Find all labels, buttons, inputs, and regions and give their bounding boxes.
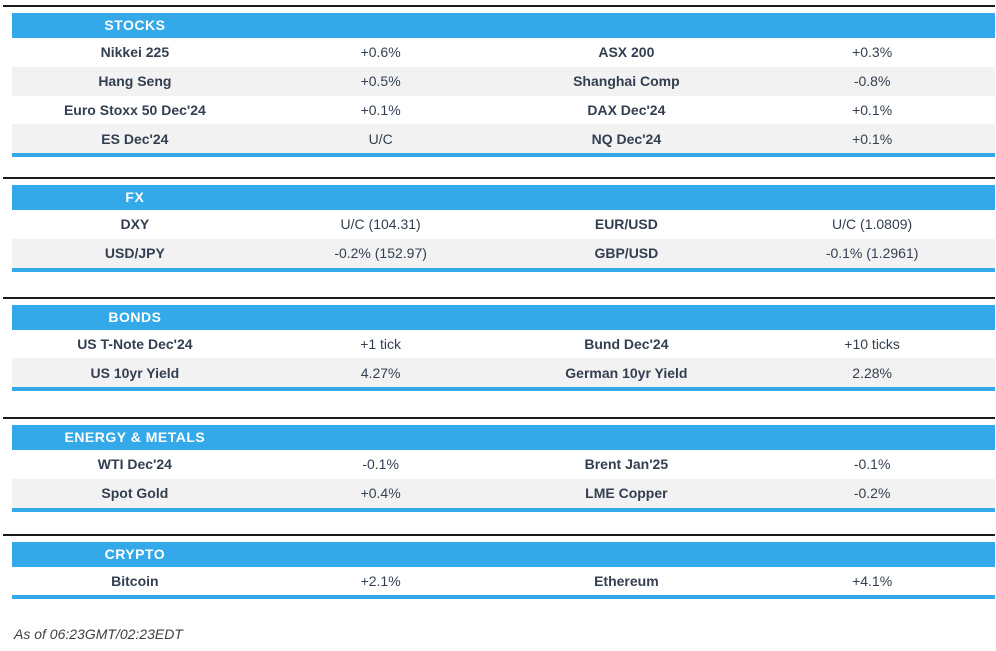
instrument-1: Nikkei 225 (100, 44, 170, 61)
table-row: DXY U/C (104.31) EUR/USD U/C (1.0809) (12, 210, 995, 239)
market-section: STOCKS Nikkei 225 +0.6% ASX 200 +0.3% Ha… (0, 5, 996, 157)
section-title: STOCKS (104, 17, 166, 33)
change-1: -0.1% (362, 456, 399, 473)
section-rows: US T-Note Dec'24 +1 tick Bund Dec'24 +10… (12, 330, 995, 387)
change-1: +0.4% (360, 485, 401, 502)
change-2: -0.1% (1.2961) (825, 245, 919, 262)
change-1: U/C (104.31) (340, 216, 421, 233)
instrument-2: German 10yr Yield (565, 364, 688, 381)
change-2: +4.1% (852, 572, 893, 589)
market-section: CRYPTO Bitcoin +2.1% Ethereum +4.1% (0, 533, 996, 600)
change-2: +0.1% (852, 101, 893, 118)
table-row: USD/JPY -0.2% (152.97) GBP/USD -0.1% (1.… (12, 238, 995, 268)
change-1: +0.1% (360, 101, 401, 118)
change-1: -0.2% (152.97) (334, 245, 427, 262)
instrument-1: Euro Stoxx 50 Dec'24 (63, 101, 206, 118)
table-row: Spot Gold +0.4% LME Copper -0.2% (12, 478, 995, 508)
instrument-1: US 10yr Yield (90, 364, 180, 381)
change-2: -0.2% (853, 485, 891, 502)
section-top-rule (3, 533, 995, 536)
section-rows: Bitcoin +2.1% Ethereum +4.1% (12, 567, 995, 596)
instrument-1: Hang Seng (98, 73, 172, 90)
instrument-2: LME Copper (585, 485, 668, 502)
table-row: Hang Seng +0.5% Shanghai Comp -0.8% (12, 66, 995, 96)
table-row: Euro Stoxx 50 Dec'24 +0.1% DAX Dec'24 +0… (12, 96, 995, 125)
section-top-rule (3, 417, 995, 419)
instrument-1: WTI Dec'24 (97, 456, 172, 473)
instrument-2: DAX Dec'24 (587, 101, 666, 118)
section-header-bar: ENERGY & METALS (12, 425, 995, 450)
change-2: U/C (1.0809) (832, 216, 913, 233)
section-title: BONDS (108, 308, 162, 325)
change-1: +1 tick (360, 335, 402, 352)
section-title: FX (125, 189, 145, 205)
section-top-rule (3, 296, 995, 299)
market-section: FX DXY U/C (104.31) EUR/USD U/C (1.0809)… (0, 177, 996, 272)
change-2: -0.8% (853, 73, 891, 90)
table-row: Bitcoin +2.1% Ethereum +4.1% (12, 567, 995, 596)
change-1: U/C (368, 130, 393, 147)
instrument-1: US T-Note Dec'24 (77, 335, 193, 352)
instrument-2: Ethereum (594, 572, 659, 589)
market-wrap-table: STOCKS Nikkei 225 +0.6% ASX 200 +0.3% Ha… (0, 5, 996, 600)
change-2: +0.3% (852, 44, 893, 61)
section-bottom-rule (12, 267, 995, 272)
section-title: CRYPTO (104, 545, 166, 562)
timestamp: As of 06:23GMT/02:23EDT (14, 626, 183, 643)
table-row: WTI Dec'24 -0.1% Brent Jan'25 -0.1% (12, 450, 995, 479)
table-row: ES Dec'24 U/C NQ Dec'24 +0.1% (12, 124, 995, 153)
instrument-1: Bitcoin (111, 572, 159, 589)
section-rows: DXY U/C (104.31) EUR/USD U/C (1.0809) US… (12, 210, 995, 268)
section-header-bar: BONDS (12, 304, 995, 330)
instrument-2: NQ Dec'24 (591, 130, 662, 147)
change-2: -0.1% (853, 456, 891, 473)
section-header-bar: STOCKS (12, 13, 995, 38)
market-section: BONDS US T-Note Dec'24 +1 tick Bund Dec'… (0, 296, 996, 391)
instrument-2: Brent Jan'25 (584, 456, 669, 473)
change-2: +0.1% (852, 130, 893, 147)
instrument-2: GBP/USD (594, 245, 659, 262)
instrument-1: USD/JPY (104, 245, 165, 262)
section-top-rule (3, 5, 995, 7)
change-1: 4.27% (360, 364, 401, 381)
table-row: US 10yr Yield 4.27% German 10yr Yield 2.… (12, 358, 995, 387)
change-2: 2.28% (852, 364, 892, 381)
section-title: ENERGY & METALS (64, 429, 206, 445)
section-rows: WTI Dec'24 -0.1% Brent Jan'25 -0.1% Spot… (12, 450, 995, 508)
instrument-2: ASX 200 (598, 44, 655, 61)
market-section: ENERGY & METALS WTI Dec'24 -0.1% Brent J… (0, 417, 996, 512)
section-top-rule (3, 177, 995, 179)
table-row: US T-Note Dec'24 +1 tick Bund Dec'24 +10… (12, 330, 995, 359)
section-header-bar: CRYPTO (12, 541, 995, 567)
change-2: +10 ticks (844, 335, 900, 352)
change-1: +0.6% (360, 44, 401, 61)
instrument-1: Spot Gold (101, 485, 169, 502)
section-bottom-rule (12, 153, 995, 157)
section-bottom-rule (12, 507, 995, 512)
section-bottom-rule (12, 387, 995, 391)
change-1: +2.1% (360, 572, 401, 589)
instrument-1: ES Dec'24 (101, 130, 169, 147)
change-1: +0.5% (360, 73, 401, 90)
instrument-2: EUR/USD (594, 216, 658, 233)
instrument-2: Shanghai Comp (573, 73, 680, 90)
section-header-bar: FX (12, 185, 995, 210)
instrument-2: Bund Dec'24 (584, 335, 669, 352)
section-bottom-rule (12, 595, 995, 600)
section-rows: Nikkei 225 +0.6% ASX 200 +0.3% Hang Seng… (12, 38, 995, 153)
instrument-1: DXY (120, 216, 150, 233)
table-row: Nikkei 225 +0.6% ASX 200 +0.3% (12, 38, 995, 67)
